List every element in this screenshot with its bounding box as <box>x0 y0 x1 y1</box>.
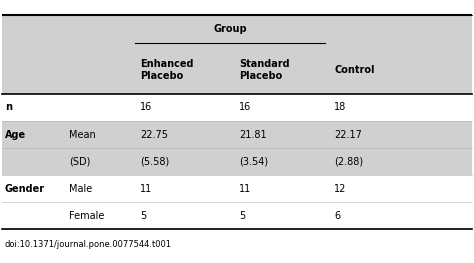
Text: Mean: Mean <box>69 129 95 140</box>
Text: 18: 18 <box>334 102 346 113</box>
Text: 5: 5 <box>140 211 146 221</box>
Text: (3.54): (3.54) <box>239 156 268 167</box>
Text: 22.17: 22.17 <box>334 129 362 140</box>
Bar <box>2 121 472 148</box>
Text: (5.58): (5.58) <box>140 156 169 167</box>
Bar <box>2 15 472 94</box>
Text: Standard
Placebo: Standard Placebo <box>239 59 290 82</box>
Text: Control: Control <box>334 65 374 75</box>
Text: 5: 5 <box>239 211 246 221</box>
Text: 12: 12 <box>334 184 346 194</box>
Text: 11: 11 <box>239 184 252 194</box>
Text: doi:10.1371/journal.pone.0077544.t001: doi:10.1371/journal.pone.0077544.t001 <box>5 240 172 249</box>
Bar <box>2 202 472 229</box>
Text: 16: 16 <box>239 102 252 113</box>
Text: 22.75: 22.75 <box>140 129 168 140</box>
Text: 21.81: 21.81 <box>239 129 267 140</box>
Text: Group: Group <box>213 24 246 34</box>
Text: (SD): (SD) <box>69 156 90 167</box>
Bar <box>2 175 472 202</box>
Bar <box>2 148 472 175</box>
Text: Male: Male <box>69 184 92 194</box>
Text: Age: Age <box>5 129 26 140</box>
Text: (2.88): (2.88) <box>334 156 363 167</box>
Text: Female: Female <box>69 211 104 221</box>
Bar <box>2 0 472 15</box>
Text: 6: 6 <box>334 211 340 221</box>
Text: n: n <box>5 102 12 113</box>
Text: 11: 11 <box>140 184 152 194</box>
Text: 16: 16 <box>140 102 152 113</box>
Text: Enhanced
Placebo: Enhanced Placebo <box>140 59 193 82</box>
Text: Gender: Gender <box>5 184 45 194</box>
Bar <box>2 94 472 121</box>
